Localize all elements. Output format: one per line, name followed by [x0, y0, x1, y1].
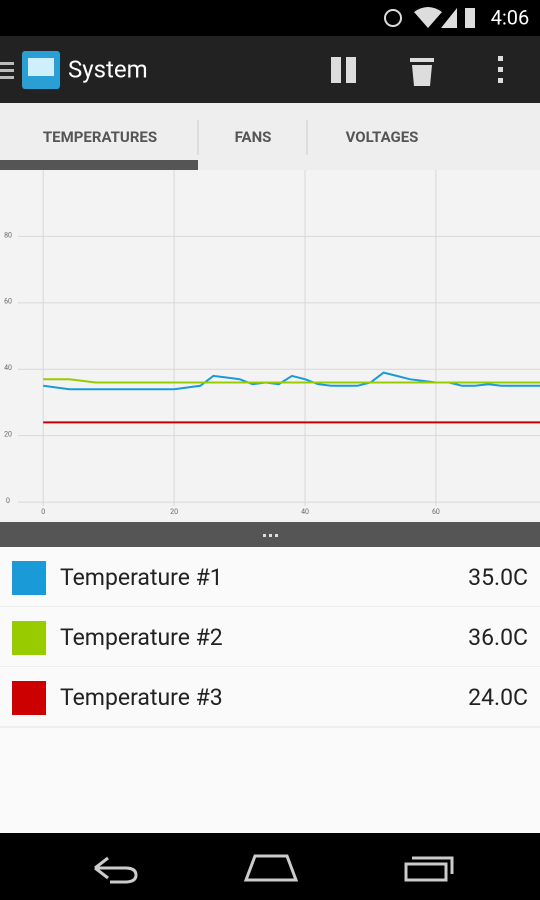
sensor-row[interactable]	[0, 547, 540, 607]
x-tick-label: 40	[301, 508, 309, 516]
sensor-name: Temperature #1	[60, 564, 223, 591]
app-title: System	[68, 55, 148, 83]
x-tick-label: 60	[432, 508, 440, 516]
action-bar	[0, 36, 540, 103]
sensor-value: 35.0C	[468, 564, 528, 591]
sensor-value: 36.0C	[468, 624, 528, 651]
y-tick-label: 60	[4, 298, 12, 306]
y-tick-label: 0	[6, 497, 10, 505]
alarm-icon	[384, 9, 402, 27]
recents-button[interactable]	[404, 856, 454, 882]
battery-icon	[465, 8, 475, 28]
splitter-handle	[263, 534, 278, 537]
chart-area	[0, 170, 540, 522]
sensor-value: 24.0C	[468, 684, 528, 711]
color-swatch	[12, 621, 46, 655]
color-swatch	[12, 681, 46, 715]
tab[interactable]: TEMPERATURES	[43, 128, 157, 146]
series-line	[43, 371, 540, 391]
pause-button[interactable]	[331, 57, 356, 83]
tab-indicator	[0, 160, 198, 170]
tab-bar	[0, 103, 540, 170]
chart: 0 20 40 60 80 0 20 40 60	[4, 170, 540, 516]
nav-bar	[0, 833, 540, 900]
menu-icon[interactable]	[0, 62, 14, 79]
clock: 4:06	[491, 5, 530, 29]
status-bar	[0, 0, 540, 36]
y-tick-label: 20	[4, 431, 12, 439]
home-button[interactable]	[243, 854, 299, 882]
series-line	[43, 378, 540, 384]
x-tick-label: 0	[41, 508, 45, 516]
wifi-icon	[414, 7, 442, 28]
signal-icon	[441, 8, 457, 28]
sensor-row[interactable]	[0, 607, 540, 667]
tab[interactable]: VOLTAGES	[346, 128, 419, 146]
color-swatch	[12, 561, 46, 595]
y-tick-label: 80	[4, 231, 12, 239]
sensor-name: Temperature #3	[60, 684, 223, 711]
sensor-row[interactable]	[0, 667, 540, 727]
back-button[interactable]	[94, 856, 138, 884]
y-tick-label: 40	[4, 364, 12, 372]
sensor-name: Temperature #2	[60, 624, 223, 651]
x-tick-label: 20	[170, 508, 178, 516]
overflow-menu[interactable]	[498, 56, 503, 83]
delete-button[interactable]	[410, 58, 434, 86]
tab[interactable]: FANS	[235, 128, 272, 146]
app-icon-screen	[28, 58, 54, 76]
sensor-rows: Temperature #1 35.0C Temperature #2 36.0C Te…	[0, 547, 540, 728]
